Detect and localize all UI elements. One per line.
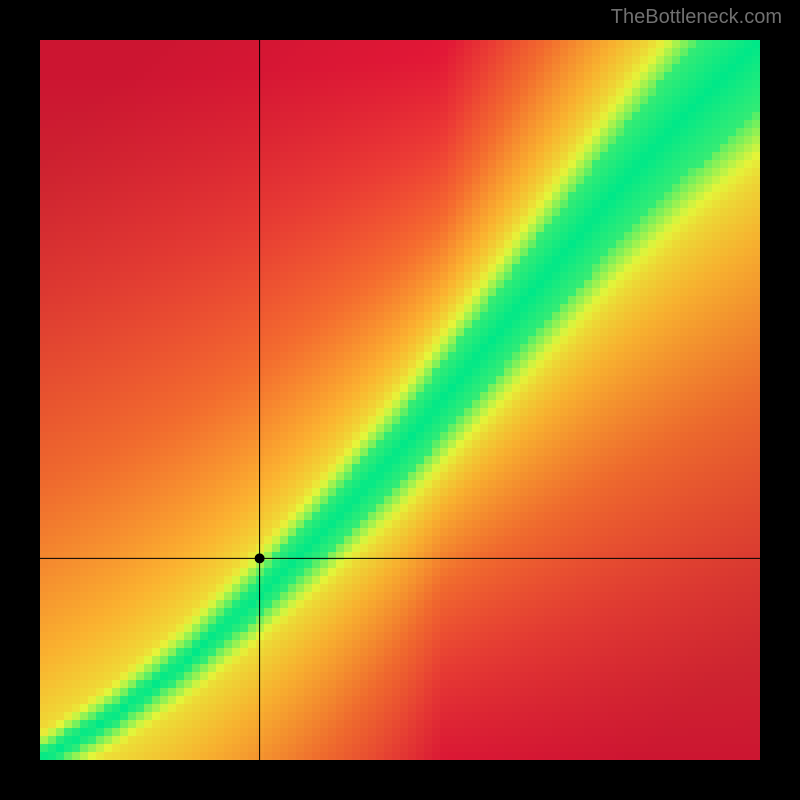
heatmap-canvas xyxy=(40,40,760,760)
bottleneck-heatmap xyxy=(40,40,760,760)
watermark-text: TheBottleneck.com xyxy=(611,6,782,29)
